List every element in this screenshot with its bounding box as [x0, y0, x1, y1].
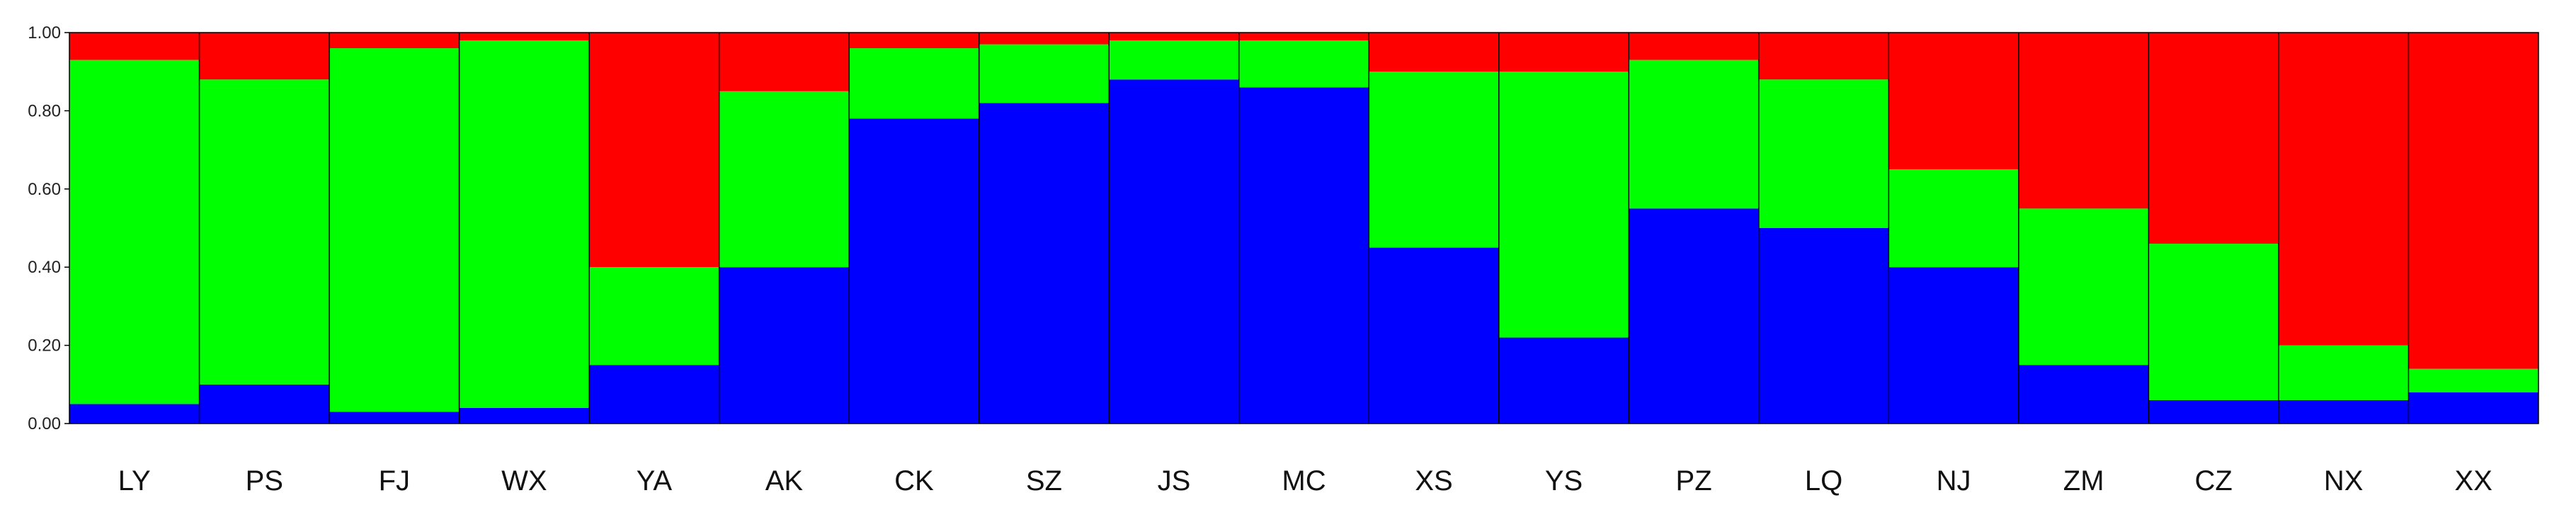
bar-nj-cluster-3 — [1888, 33, 2019, 170]
bar-nx-cluster-1 — [2278, 399, 2409, 424]
bar-nj-cluster-1 — [1888, 267, 2019, 424]
bar-xs-cluster-2 — [1369, 72, 1499, 248]
x-category-label: XS — [1415, 465, 1452, 497]
x-category-label: ZM — [2063, 465, 2104, 497]
x-category-label: LQ — [1805, 465, 1842, 497]
bar-wx-cluster-1 — [459, 407, 590, 424]
x-axis: LY PS FJ WX YA AK CK SZ JS MC XS YS PZ LQ NJ ZM CZ NX XX — [118, 465, 2492, 497]
bar-sz-cluster-1 — [979, 103, 1110, 424]
y-tick-label: 1.00 — [28, 23, 61, 42]
x-category-label: YA — [637, 465, 673, 497]
x-category-label: JS — [1158, 465, 1191, 497]
bar-ly-cluster-3 — [69, 33, 200, 60]
bar-ly-cluster-1 — [69, 404, 200, 424]
x-category-label: YS — [1545, 465, 1583, 497]
x-category-label: WX — [501, 465, 547, 497]
x-category-label: XX — [2455, 465, 2492, 497]
bar-ya-cluster-3 — [589, 33, 719, 268]
group-separators — [198, 33, 2410, 424]
bar-pz-cluster-2 — [1629, 59, 1759, 209]
bar-lq-cluster-1 — [1758, 228, 1889, 424]
x-category-label: AK — [765, 465, 804, 497]
y-tick-label: 0.80 — [28, 101, 61, 120]
bar-ya-cluster-1 — [589, 365, 719, 424]
bar-pz-cluster-3 — [1629, 33, 1759, 60]
bar-zm-cluster-1 — [2018, 365, 2149, 424]
bar-xs-cluster-1 — [1369, 247, 1499, 424]
bar-pz-cluster-1 — [1629, 208, 1759, 424]
bar-wx-cluster-2 — [459, 40, 590, 408]
bar-js-cluster-3 — [1109, 33, 1239, 41]
x-category-label: CZ — [2195, 465, 2233, 497]
y-tick-label: 0.00 — [28, 414, 61, 433]
bar-ys-cluster-2 — [1498, 72, 1629, 338]
bar-ly-cluster-2 — [69, 59, 200, 404]
bar-ak-cluster-3 — [719, 33, 850, 91]
bar-cz-cluster-1 — [2148, 399, 2279, 424]
x-category-label: FJ — [379, 465, 410, 497]
x-category-label: PZ — [1676, 465, 1712, 497]
plot-bars — [69, 33, 2538, 424]
y-tick-label: 0.40 — [28, 258, 61, 277]
y-tick-label: 0.60 — [28, 180, 61, 199]
bar-nx-cluster-2 — [2278, 345, 2409, 400]
bar-ya-cluster-2 — [589, 267, 719, 365]
bar-xx-cluster-3 — [2408, 33, 2538, 369]
bar-js-cluster-1 — [1109, 79, 1239, 424]
bar-mc-cluster-1 — [1238, 87, 1369, 424]
bar-mc-cluster-3 — [1238, 33, 1369, 41]
x-category-label: NJ — [1937, 465, 1971, 497]
bar-mc-cluster-2 — [1238, 40, 1369, 88]
bar-ak-cluster-2 — [719, 91, 850, 268]
bar-cz-cluster-3 — [2148, 33, 2279, 244]
bar-zm-cluster-2 — [2018, 208, 2149, 365]
bar-fj-cluster-2 — [329, 48, 460, 412]
bar-sz-cluster-2 — [979, 44, 1110, 103]
plot-frame — [69, 32, 2539, 424]
x-category-label: LY — [118, 465, 151, 497]
y-tick-label: 0.20 — [28, 336, 61, 356]
x-category-label: MC — [1282, 465, 1326, 497]
x-category-label: SZ — [1026, 465, 1062, 497]
bar-ys-cluster-3 — [1498, 33, 1629, 72]
bar-cz-cluster-2 — [2148, 244, 2279, 400]
bar-ck-cluster-3 — [849, 33, 979, 49]
bar-ps-cluster-1 — [199, 384, 330, 424]
bar-xx-cluster-1 — [2408, 392, 2538, 424]
x-category-label: NX — [2324, 465, 2364, 497]
bar-js-cluster-2 — [1109, 40, 1239, 80]
bar-lq-cluster-2 — [1758, 79, 1889, 229]
bar-xx-cluster-2 — [2408, 368, 2538, 392]
bar-ck-cluster-1 — [849, 118, 979, 424]
bar-fj-cluster-3 — [329, 33, 460, 49]
bar-nx-cluster-3 — [2278, 33, 2409, 346]
bar-ps-cluster-2 — [199, 79, 330, 385]
bar-nj-cluster-2 — [1888, 169, 2019, 268]
bar-lq-cluster-3 — [1758, 33, 1889, 80]
x-category-label: CK — [894, 465, 934, 497]
bar-ak-cluster-1 — [719, 267, 850, 424]
bar-ck-cluster-2 — [849, 48, 979, 119]
bar-fj-cluster-1 — [329, 412, 460, 424]
y-axis: 0.00 0.20 0.40 0.60 0.80 1.00 — [28, 23, 69, 433]
x-category-label: PS — [246, 465, 283, 497]
bar-zm-cluster-3 — [2018, 33, 2149, 209]
bar-xs-cluster-3 — [1369, 33, 1499, 72]
bar-sz-cluster-3 — [979, 33, 1110, 45]
bar-ps-cluster-3 — [199, 33, 330, 80]
bar-wx-cluster-3 — [459, 33, 590, 41]
bar-ys-cluster-1 — [1498, 337, 1629, 424]
